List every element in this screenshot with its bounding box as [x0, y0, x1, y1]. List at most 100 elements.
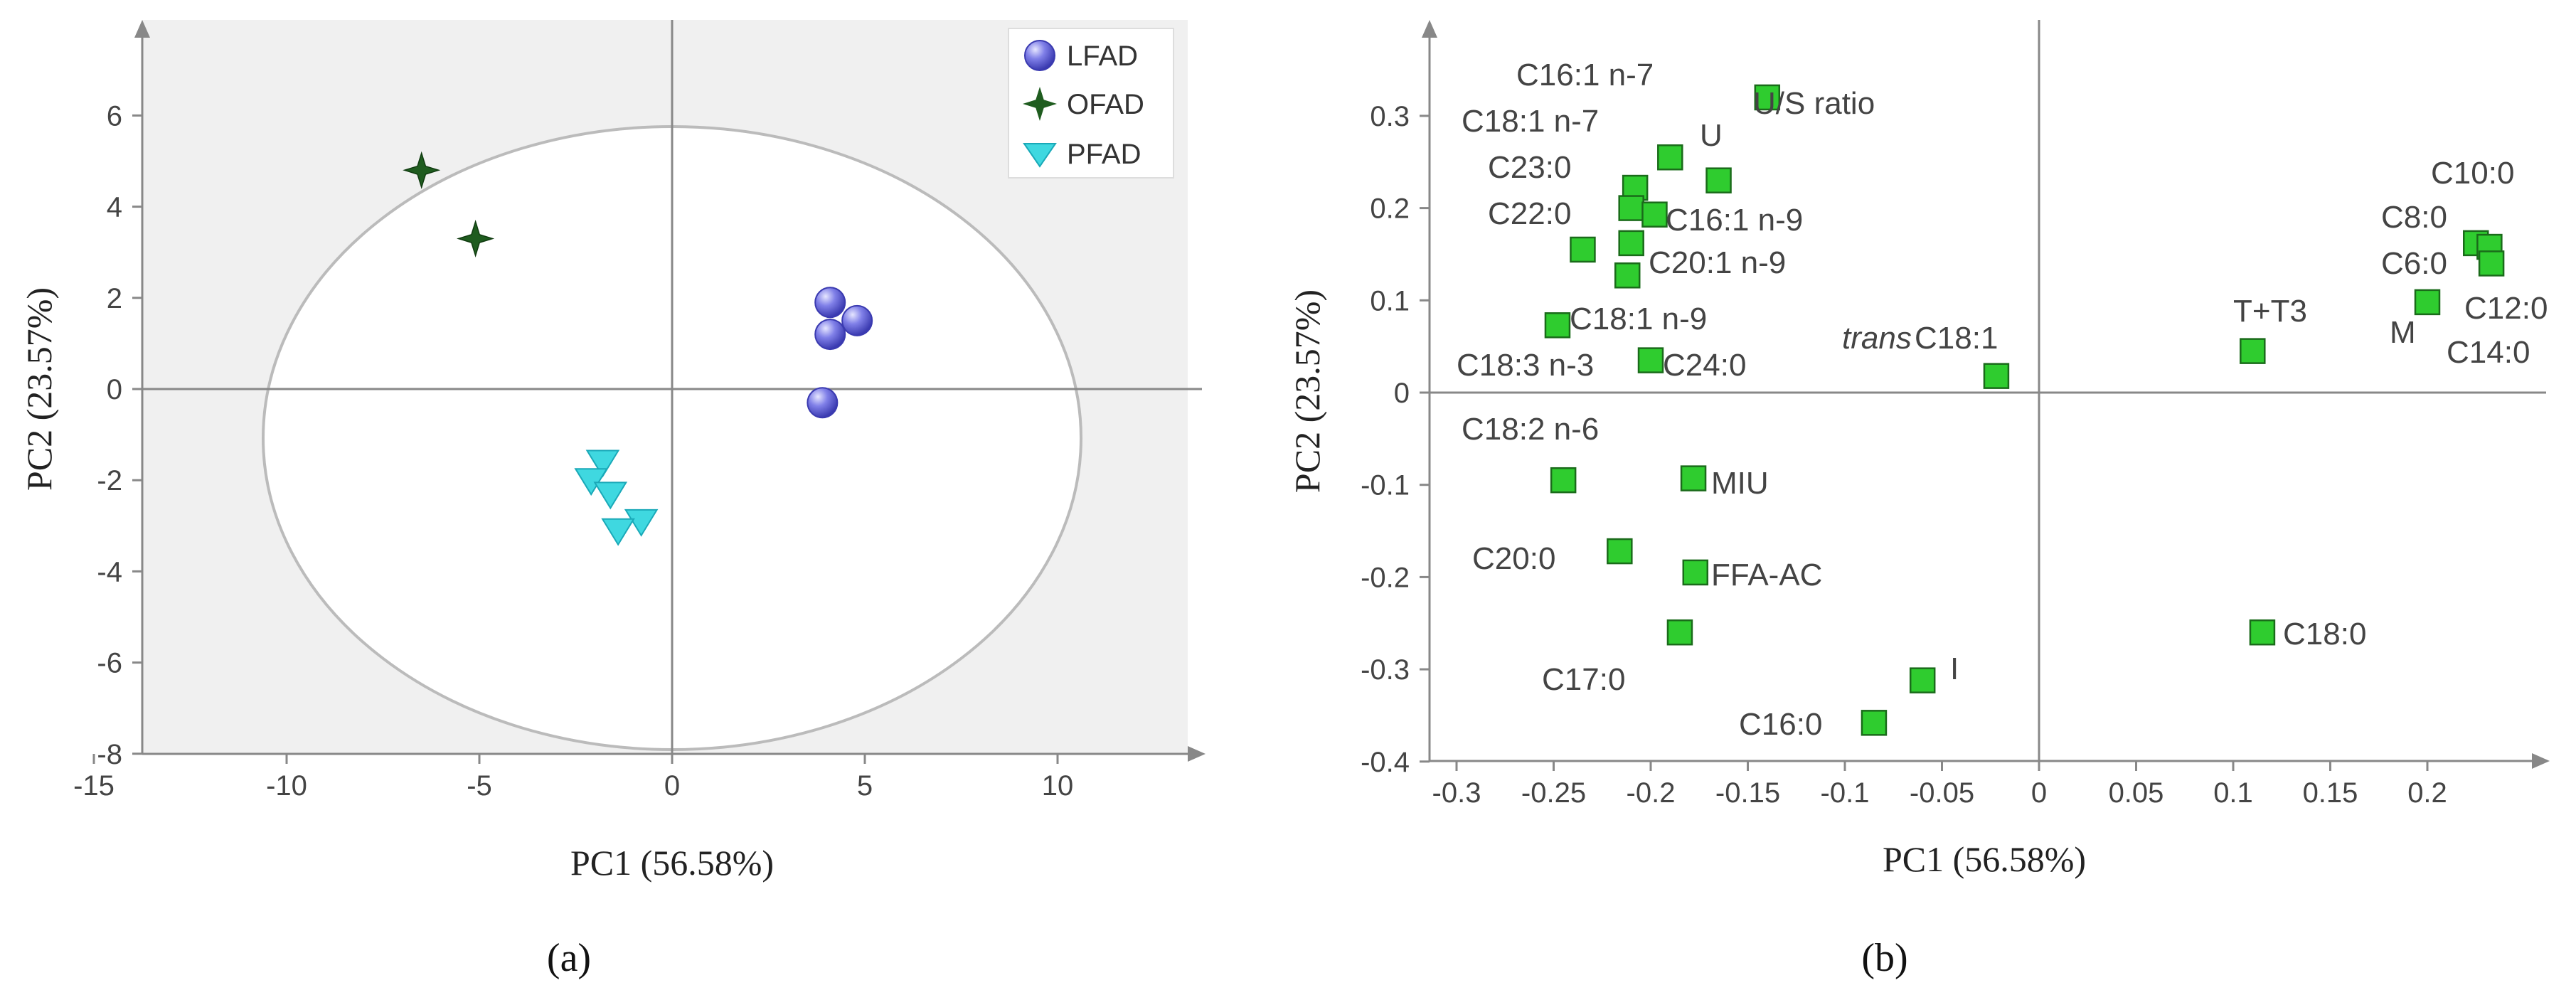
x-tick-label: 0.15	[2303, 777, 2358, 809]
point-label: C18:2 n-6	[1462, 412, 1599, 447]
legend-marker-pfad	[1023, 143, 1057, 168]
panel-a: -15 -10 -5 0 5 10 6 4 2 0 -2 -4 -6 -8 PC1 (56.58%) PC…	[19, 20, 1205, 980]
loading-point	[1705, 167, 1732, 193]
x-tick-label: -0.3	[1432, 777, 1481, 809]
x-axis-label-a: PC1 (56.58%)	[570, 843, 774, 883]
x-tick-label: 0	[2031, 777, 2047, 809]
y-tick-label: 4	[107, 192, 122, 223]
x-tick-label: 10	[1042, 770, 1074, 802]
point-label: T+T3	[2233, 294, 2307, 329]
loading-point	[1861, 710, 1888, 736]
y-tick-label: -0.4	[1361, 747, 1410, 778]
pfad-point	[574, 468, 608, 496]
legend-label-lfad: LFAD	[1067, 41, 1138, 72]
point-label: C14:0	[2447, 335, 2530, 370]
loading-point	[1618, 230, 1644, 257]
point-label: FFA-AC	[1711, 558, 1822, 592]
legend-marker-ofad	[1023, 87, 1057, 121]
loading-point	[1657, 144, 1683, 171]
lfad-point	[807, 387, 839, 419]
y-tick-label: -0.2	[1361, 562, 1410, 593]
point-label: C24:0	[1663, 348, 1746, 383]
y-tick-label: -8	[97, 739, 122, 770]
point-label: C18:1 n-7	[1462, 104, 1599, 139]
y-tick-label: 0.1	[1370, 285, 1410, 316]
y-tick-label: -6	[97, 648, 122, 679]
y-axis-label-a: PC2 (23.57%)	[19, 287, 59, 491]
loading-point	[1614, 262, 1641, 289]
x-tick-label: 0.1	[2213, 777, 2253, 809]
y-tick-label: 0	[1394, 378, 1410, 409]
x-tick-label: -15	[73, 770, 115, 802]
lfad-point	[814, 319, 846, 351]
y-tick-label: -0.1	[1361, 470, 1410, 501]
y-tick-label: 0	[107, 374, 122, 405]
loading-point	[2478, 250, 2505, 277]
loading-point	[1544, 312, 1571, 339]
y-tick-label: -4	[97, 556, 122, 587]
loading-point	[1570, 236, 1596, 263]
loading-point	[2249, 619, 2276, 646]
point-label: C22:0	[1488, 196, 1571, 231]
x-tick-label: 0.2	[2407, 777, 2447, 809]
ofad-point	[403, 151, 441, 189]
y-tick-label: 0.3	[1370, 101, 1410, 132]
loading-point	[1666, 619, 1693, 646]
point-label: C6:0	[2381, 246, 2447, 281]
loading-point	[1637, 347, 1664, 373]
point-label: C17:0	[1542, 662, 1625, 697]
point-label: C8:0	[2381, 200, 2447, 235]
loading-point	[1682, 559, 1709, 586]
legend-label-pfad: PFAD	[1067, 139, 1141, 170]
panel-b: -0.3 -0.25 -0.2 -0.15 -0.1 -0.05 0 0.05 0.1 0.15 0…	[1287, 20, 2550, 980]
y-tick-label: 6	[107, 100, 122, 132]
legend-label-ofad: OFAD	[1067, 89, 1144, 120]
lfad-point	[814, 287, 846, 319]
x-tick-label: 5	[857, 770, 873, 802]
legend-a: LFAD OFAD PFAD	[1008, 28, 1174, 179]
y-tick-label: -0.3	[1361, 654, 1410, 686]
x-tick-label: -0.15	[1715, 777, 1780, 809]
ofad-point	[457, 219, 495, 258]
panel-caption-b: (b)	[1861, 936, 1907, 980]
point-label: C18:3 n-3	[1457, 348, 1594, 383]
x-tick-label: 0	[664, 770, 680, 802]
y-axis-arrow-a	[134, 20, 150, 38]
x-axis-label-b: PC1 (56.58%)	[1883, 839, 2086, 879]
panel-caption-a: (a)	[547, 936, 591, 980]
pfad-point	[624, 509, 659, 537]
point-label: M	[2390, 315, 2416, 350]
y-axis-arrow-b	[1422, 20, 1437, 38]
loading-point	[1680, 465, 1707, 491]
point-label: C18:0	[2283, 617, 2366, 651]
x-tick-label: -0.25	[1521, 777, 1586, 809]
y-tick-label: 0.2	[1370, 193, 1410, 225]
point-label: C18:1 n-9	[1570, 302, 1707, 336]
point-label: MIU	[1711, 466, 1769, 501]
loading-point	[2414, 289, 2441, 316]
loading-point	[2240, 338, 2266, 364]
y-tick-label: 2	[107, 283, 122, 314]
point-label: C10:0	[2431, 156, 2514, 191]
x-tick-label: -10	[266, 770, 307, 802]
pfad-point	[601, 518, 635, 546]
loading-point	[1983, 363, 2010, 389]
point-label-trans: trans	[1842, 321, 1912, 356]
y-axis-label-b: PC2 (23.57%)	[1287, 289, 1327, 493]
lfad-point	[841, 304, 873, 336]
point-label: C16:1 n-9	[1666, 203, 1803, 238]
pfad-point	[585, 449, 620, 478]
loading-point	[1550, 467, 1577, 494]
point-label: C12:0	[2464, 291, 2548, 326]
x-tick-label: -0.05	[1910, 777, 1974, 809]
point-label: I	[1950, 651, 1959, 686]
x-tick-label: 0.05	[2109, 777, 2164, 809]
x-tick-label: -0.1	[1821, 777, 1870, 809]
point-label: C23:0	[1488, 150, 1571, 185]
point-label: U	[1700, 118, 1723, 153]
legend-marker-lfad	[1024, 40, 1055, 71]
point-label: C20:1 n-9	[1649, 245, 1786, 280]
point-label: C20:0	[1472, 541, 1555, 576]
point-label: U/S ratio	[1753, 86, 1875, 121]
